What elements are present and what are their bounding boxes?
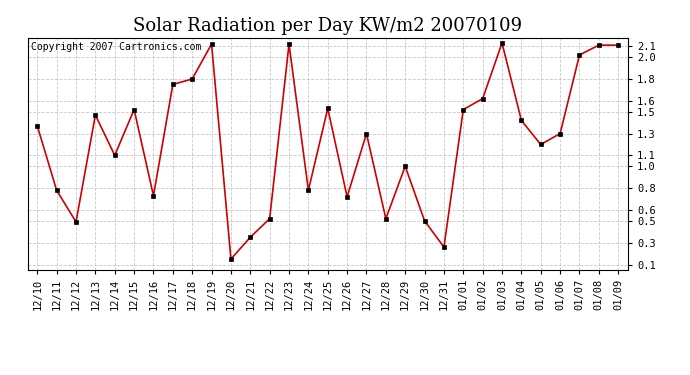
Title: Solar Radiation per Day KW/m2 20070109: Solar Radiation per Day KW/m2 20070109 — [133, 16, 522, 34]
Text: Copyright 2007 Cartronics.com: Copyright 2007 Cartronics.com — [30, 42, 201, 52]
